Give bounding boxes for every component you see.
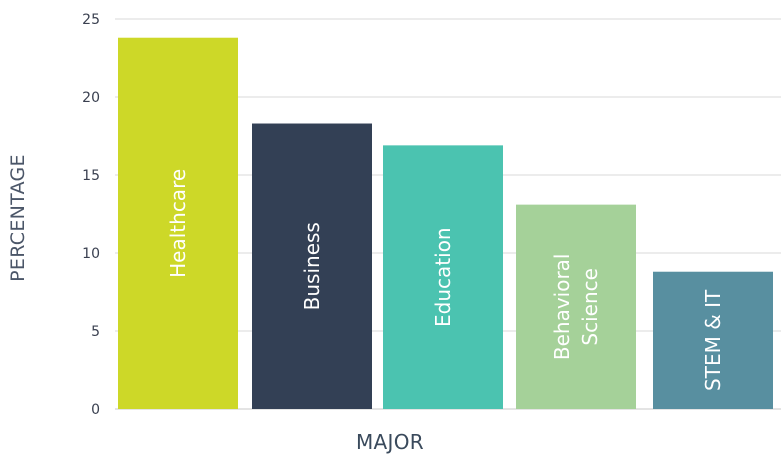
y-tick-label: 25 bbox=[82, 12, 100, 28]
y-axis-title: PERCENTAGE bbox=[0, 108, 36, 328]
bar-label: Healthcare bbox=[166, 169, 190, 278]
bar-label: Education bbox=[431, 227, 455, 327]
bar bbox=[516, 204, 636, 409]
bars bbox=[118, 37, 773, 410]
x-axis-title: MAJOR bbox=[356, 430, 424, 454]
y-tick-label: 0 bbox=[91, 402, 100, 418]
bar-label: STEM & IT bbox=[701, 289, 725, 391]
bar bbox=[252, 123, 372, 410]
y-tick-label: 15 bbox=[82, 168, 100, 184]
y-tick-label: 5 bbox=[91, 324, 100, 340]
bar-label: Business bbox=[300, 222, 324, 310]
bar bbox=[118, 37, 238, 409]
bar-label: Behavioral Science bbox=[550, 254, 602, 361]
bar-labels: Healthcare Business Education Behavioral Sci… bbox=[166, 169, 725, 391]
bar bbox=[383, 145, 503, 410]
y-axis-title-text: PERCENTAGE bbox=[7, 154, 30, 282]
y-tick-label: 20 bbox=[82, 90, 100, 106]
bar bbox=[653, 271, 773, 409]
y-axis-ticks: 0 5 10 15 20 25 bbox=[82, 12, 100, 418]
y-tick-label: 10 bbox=[82, 246, 100, 262]
